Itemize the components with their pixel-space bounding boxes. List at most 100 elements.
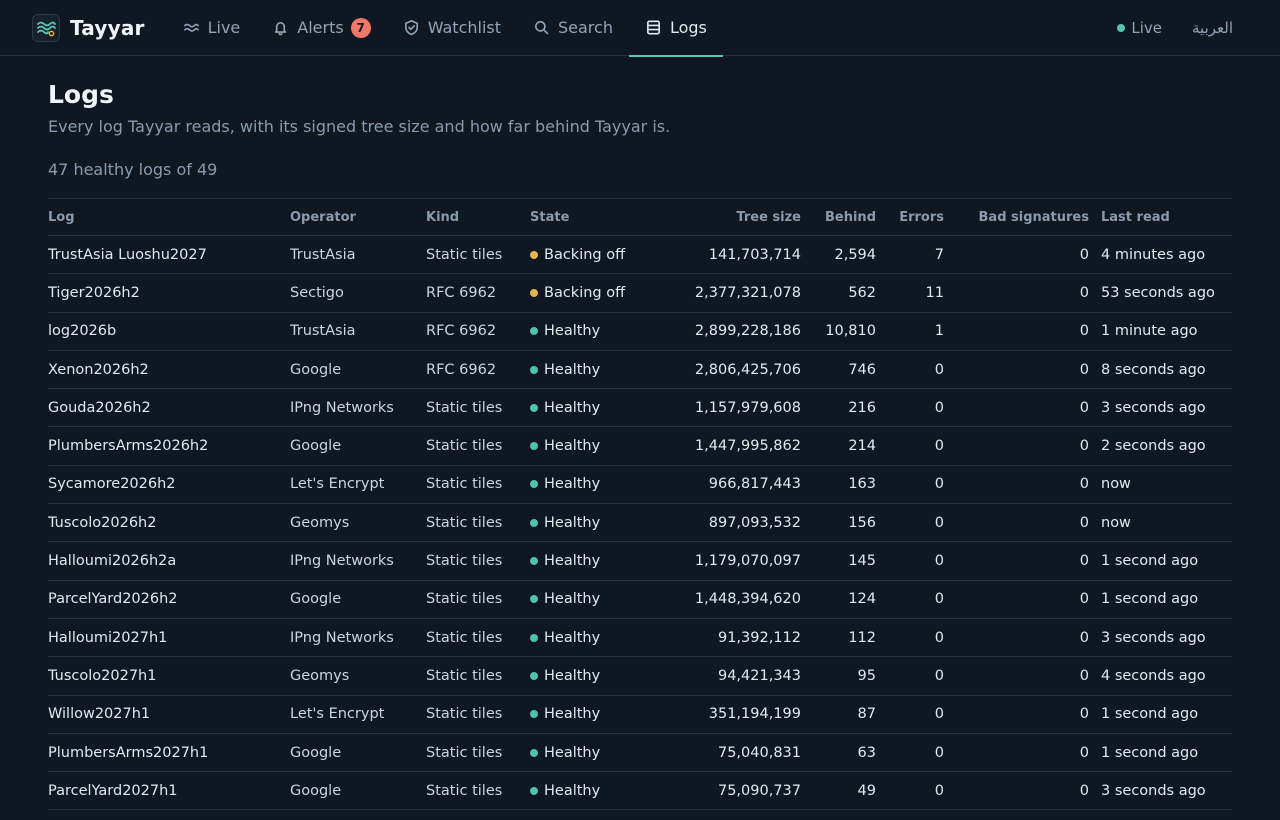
live-dot-icon bbox=[1117, 23, 1126, 32]
behind-cell: 112 bbox=[801, 618, 876, 658]
table-row[interactable]: Tuscolo2026h2 Geomys Static tiles Healthy 89… bbox=[48, 503, 1232, 543]
errors-cell: 0 bbox=[876, 541, 944, 581]
state-label: Healthy bbox=[544, 667, 601, 684]
errors-cell: 0 bbox=[876, 695, 944, 734]
column-header-errors[interactable]: Errors bbox=[876, 198, 944, 236]
table-row[interactable]: Tiger2026h2 Sectigo RFC 6962 Backing off 2,3… bbox=[48, 273, 1232, 313]
log-name-cell[interactable]: Xenon2026h2 bbox=[48, 350, 290, 390]
log-name-cell[interactable]: Halloumi2027h1 bbox=[48, 618, 290, 658]
behind-cell: 145 bbox=[801, 541, 876, 581]
tree-size-cell: 94,421,343 bbox=[658, 656, 801, 696]
column-header-tree-size[interactable]: Tree size bbox=[658, 198, 801, 236]
log-name-cell[interactable]: ParcelYard2027h1 bbox=[48, 771, 290, 811]
behind-cell: 10,810 bbox=[801, 312, 876, 351]
nav-item-watchlist[interactable]: Watchlist bbox=[387, 0, 517, 56]
last-read-cell: 53 seconds ago bbox=[1089, 273, 1232, 313]
operator-cell: TrustAsia bbox=[290, 312, 426, 351]
errors-cell: 0 bbox=[876, 618, 944, 658]
behind-cell: 156 bbox=[801, 503, 876, 543]
table-row[interactable]: Xenon2026h2 Google RFC 6962 Healthy 2,806,42… bbox=[48, 350, 1232, 390]
nav-item-alerts[interactable]: Alerts 7 bbox=[256, 0, 386, 56]
column-header-operator[interactable]: Operator bbox=[290, 198, 426, 236]
behind-cell: 163 bbox=[801, 465, 876, 505]
column-header-last-read[interactable]: Last read bbox=[1089, 198, 1232, 236]
log-name-cell[interactable]: PlumbersArms2026h2 bbox=[48, 426, 290, 466]
tree-size-cell: 966,817,443 bbox=[658, 465, 801, 505]
brand[interactable]: Tayyar bbox=[32, 13, 145, 42]
kind-cell: RFC 6962 bbox=[426, 350, 530, 390]
bad-signatures-cell: 0 bbox=[944, 273, 1089, 313]
log-name-cell[interactable]: Tiger2026h2 bbox=[48, 273, 290, 313]
log-name-cell[interactable]: log2026b bbox=[48, 312, 290, 351]
tree-size-cell: 1,447,995,862 bbox=[658, 426, 801, 466]
state-label: Healthy bbox=[544, 553, 601, 570]
state-label: Backing off bbox=[544, 246, 626, 263]
nav-item-logs[interactable]: Logs bbox=[628, 0, 723, 57]
last-read-cell: now bbox=[1089, 503, 1232, 543]
log-name-cell[interactable]: Halloumi2026h2a bbox=[48, 541, 290, 581]
table-row[interactable]: Sycamore2026h2 Let's Encrypt Static tiles H… bbox=[48, 465, 1232, 505]
nav-item-live[interactable]: Live bbox=[167, 0, 257, 56]
log-name-cell[interactable]: Tuscolo2027h1 bbox=[48, 656, 290, 696]
log-name-cell[interactable]: Willow2027h1 bbox=[48, 695, 290, 734]
log-name-cell[interactable]: Tuscolo2026h2 bbox=[48, 503, 290, 543]
language-toggle[interactable]: العربية bbox=[1192, 18, 1233, 37]
log-name-cell[interactable]: Gouda2026h2 bbox=[48, 388, 290, 428]
kind-cell: RFC 6962 bbox=[426, 312, 530, 351]
table-row[interactable]: log2026b TrustAsia RFC 6962 Healthy 2,899,22… bbox=[48, 312, 1232, 351]
table-row[interactable]: Gouda2026h2 IPng Networks Static tiles Heal… bbox=[48, 388, 1232, 428]
state-dot-icon bbox=[530, 365, 538, 374]
operator-cell: Google bbox=[290, 733, 426, 773]
state-dot-icon bbox=[530, 710, 538, 719]
column-header-kind[interactable]: Kind bbox=[426, 198, 530, 236]
column-header-bad-signatures[interactable]: Bad signatures bbox=[944, 198, 1089, 236]
state-dot-icon bbox=[530, 595, 538, 604]
table-row[interactable]: Tuscolo2027h1 Geomys Static tiles Healthy 94… bbox=[48, 656, 1232, 696]
state-cell: Healthy bbox=[530, 426, 658, 466]
behind-cell: 2,594 bbox=[801, 235, 876, 275]
column-header-log[interactable]: Log bbox=[48, 198, 290, 236]
table-row[interactable]: ParcelYard2026h2 Google Static tiles Health… bbox=[48, 580, 1232, 619]
nav-item-search[interactable]: Search bbox=[517, 0, 629, 56]
state-dot-icon bbox=[530, 403, 538, 412]
state-cell: Backing off bbox=[530, 273, 658, 313]
table-row[interactable]: Halloumi2026h2a IPng Networks Static tiles… bbox=[48, 541, 1232, 581]
behind-cell: 63 bbox=[801, 733, 876, 773]
page-title: Logs bbox=[48, 80, 114, 109]
log-name-cell[interactable]: TrustAsia Luoshu2027 bbox=[48, 235, 290, 275]
last-read-cell: 8 seconds ago bbox=[1089, 350, 1232, 390]
kind-cell: Static tiles bbox=[426, 465, 530, 505]
operator-cell: Geomys bbox=[290, 503, 426, 543]
state-label: Healthy bbox=[544, 438, 601, 455]
errors-cell: 0 bbox=[876, 771, 944, 811]
last-read-cell: 1 minute ago bbox=[1089, 312, 1232, 351]
state-label: Healthy bbox=[544, 514, 601, 531]
column-header-state[interactable]: State bbox=[530, 198, 658, 236]
column-header-behind[interactable]: Behind bbox=[801, 198, 876, 236]
table-row[interactable]: PlumbersArms2026h2 Google Static tiles Heal… bbox=[48, 426, 1232, 466]
table-row[interactable]: Halloumi2027h1 IPng Networks Static tiles H… bbox=[48, 618, 1232, 658]
last-read-cell: 4 minutes ago bbox=[1089, 235, 1232, 275]
tree-size-cell: 2,806,425,706 bbox=[658, 350, 801, 390]
behind-cell: 214 bbox=[801, 426, 876, 466]
table-row[interactable]: Willow2027h1 Let's Encrypt Static tiles Hea… bbox=[48, 695, 1232, 734]
state-cell: Healthy bbox=[530, 618, 658, 658]
log-name-cell[interactable]: Sycamore2026h2 bbox=[48, 465, 290, 505]
table-row[interactable]: TrustAsia Luoshu2027 TrustAsia Static tile… bbox=[48, 235, 1232, 275]
errors-cell: 0 bbox=[876, 503, 944, 543]
table-row[interactable]: ParcelYard2027h1 Google Static tiles Health… bbox=[48, 771, 1232, 811]
bad-signatures-cell: 0 bbox=[944, 465, 1089, 505]
state-dot-icon bbox=[530, 288, 538, 297]
log-name-cell[interactable]: PlumbersArms2027h1 bbox=[48, 733, 290, 773]
state-cell: Healthy bbox=[530, 656, 658, 696]
log-name-cell[interactable]: ParcelYard2026h2 bbox=[48, 580, 290, 619]
table-row[interactable]: PlumbersArms2027h1 Google Static tiles Heal… bbox=[48, 733, 1232, 773]
state-cell: Healthy bbox=[530, 541, 658, 581]
state-label: Backing off bbox=[544, 284, 626, 301]
state-cell: Backing off bbox=[530, 235, 658, 275]
tayyar-logo-icon bbox=[32, 13, 60, 42]
state-dot-icon bbox=[530, 250, 538, 259]
behind-cell: 87 bbox=[801, 695, 876, 734]
tree-size-cell: 351,194,199 bbox=[658, 695, 801, 734]
kind-cell: Static tiles bbox=[426, 388, 530, 428]
